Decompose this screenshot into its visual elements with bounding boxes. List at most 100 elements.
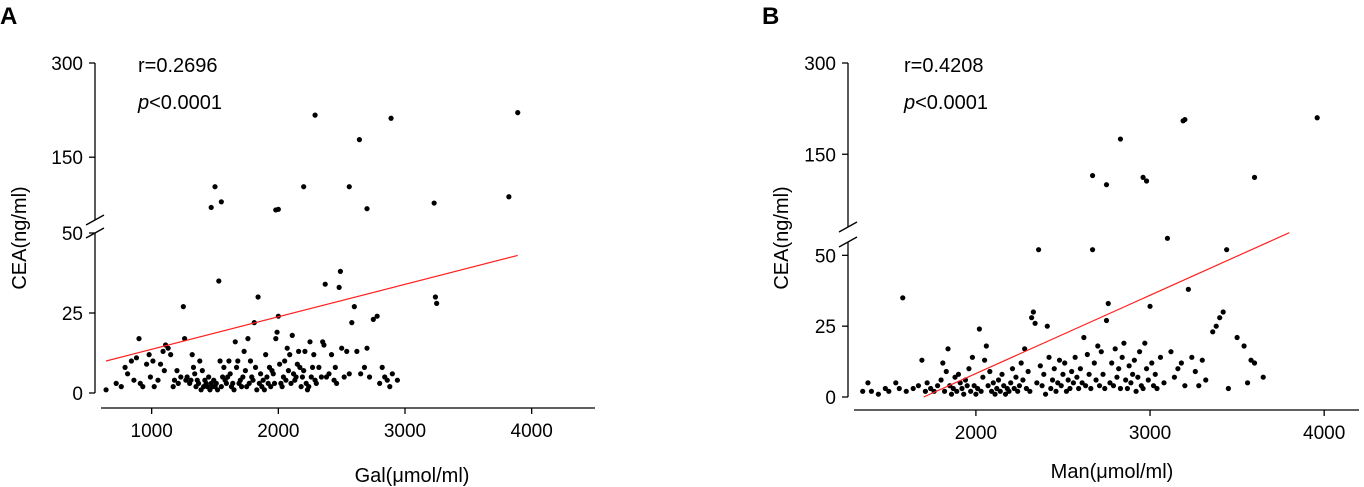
- data-point: [1145, 377, 1151, 383]
- p-suffix-b: <0.0001: [915, 92, 988, 114]
- data-point: [1182, 116, 1188, 123]
- data-point: [1171, 374, 1178, 380]
- data-point: [1037, 363, 1043, 369]
- data-point: [221, 364, 227, 370]
- data-point: [103, 387, 109, 393]
- data-point: [283, 377, 289, 383]
- x-axis-title-a: Gal(μmol/ml): [355, 465, 470, 487]
- data-point: [1152, 371, 1158, 377]
- panel-label-a: A: [0, 3, 17, 30]
- data-point: [978, 388, 984, 394]
- data-point: [195, 380, 202, 386]
- data-point: [1020, 377, 1026, 383]
- data-point: [1114, 374, 1120, 380]
- x-tick-label: 4000: [1303, 423, 1345, 444]
- data-point: [994, 385, 1000, 392]
- data-point: [1018, 360, 1024, 366]
- data-point: [432, 294, 438, 300]
- data-point: [178, 374, 184, 380]
- data-point: [1015, 388, 1021, 394]
- data-point: [1051, 366, 1057, 372]
- r-value-a: r=0.2696: [138, 55, 218, 77]
- x-tick-label: 3000: [1129, 423, 1171, 444]
- data-point: [1192, 368, 1198, 375]
- data-point: [1119, 354, 1125, 360]
- scatter-points-a: [103, 110, 521, 393]
- data-point: [233, 364, 240, 370]
- data-point: [388, 115, 394, 121]
- regression-line: [105, 254, 518, 362]
- data-point: [893, 380, 899, 386]
- data-point: [171, 377, 178, 383]
- axis-break-mark: [85, 214, 105, 226]
- data-point: [258, 371, 264, 377]
- data-point: [337, 268, 343, 274]
- data-point: [192, 371, 198, 377]
- y-axis-title-b: CEA(ng/ml): [771, 186, 793, 289]
- data-point: [1065, 377, 1071, 383]
- data-point: [1251, 360, 1258, 366]
- data-point: [1105, 300, 1111, 307]
- axes-b: 2000 3000 4000 0 25 50 150 300: [804, 54, 1359, 444]
- data-point: [332, 364, 338, 370]
- data-point: [1055, 380, 1061, 386]
- data-point: [339, 345, 345, 351]
- y-tick-label: 25: [62, 304, 83, 325]
- data-point: [334, 380, 340, 386]
- data-point: [1070, 380, 1077, 386]
- data-point: [990, 380, 996, 386]
- data-point: [1091, 360, 1097, 366]
- data-point: [242, 368, 248, 374]
- data-point: [506, 194, 512, 200]
- data-point: [136, 336, 142, 342]
- data-point: [982, 357, 988, 363]
- data-point: [1248, 357, 1254, 363]
- data-point: [973, 391, 979, 397]
- data-point: [975, 385, 981, 392]
- data-point: [1029, 315, 1035, 321]
- data-point: [868, 388, 875, 394]
- data-point: [1100, 371, 1106, 377]
- data-point: [1224, 247, 1230, 253]
- data-point: [922, 388, 928, 394]
- data-point: [1251, 174, 1258, 180]
- data-point: [900, 295, 906, 301]
- data-point: [311, 352, 317, 358]
- data-point: [1030, 309, 1036, 315]
- data-point: [260, 377, 266, 383]
- data-point: [165, 345, 171, 351]
- data-point: [1039, 383, 1045, 389]
- data-point: [1185, 286, 1191, 292]
- data-point: [387, 384, 393, 390]
- y-tick-label: 50: [62, 224, 83, 245]
- data-point: [1103, 317, 1110, 324]
- data-point: [1157, 354, 1164, 360]
- data-point: [150, 358, 156, 364]
- data-point: [366, 374, 373, 380]
- data-point: [289, 332, 295, 338]
- data-point: [241, 348, 247, 354]
- data-point: [1131, 357, 1137, 363]
- data-point: [1147, 303, 1153, 309]
- data-point: [344, 348, 350, 354]
- data-point: [1210, 329, 1216, 335]
- data-point: [948, 391, 955, 397]
- data-point: [118, 384, 124, 390]
- data-point: [297, 364, 303, 370]
- data-point: [1096, 383, 1103, 389]
- data-point: [175, 380, 181, 386]
- data-point: [1046, 354, 1052, 360]
- data-point: [284, 345, 290, 351]
- data-point: [1168, 349, 1174, 355]
- data-point: [199, 368, 205, 374]
- data-point: [1112, 346, 1118, 352]
- data-point: [301, 184, 307, 190]
- data-point: [1081, 334, 1087, 341]
- data-point: [216, 278, 222, 284]
- data-point: [1175, 366, 1181, 372]
- regression-line: [923, 232, 1290, 398]
- data-point: [865, 380, 871, 386]
- data-point: [190, 364, 197, 370]
- y-tick-label: 0: [825, 388, 836, 409]
